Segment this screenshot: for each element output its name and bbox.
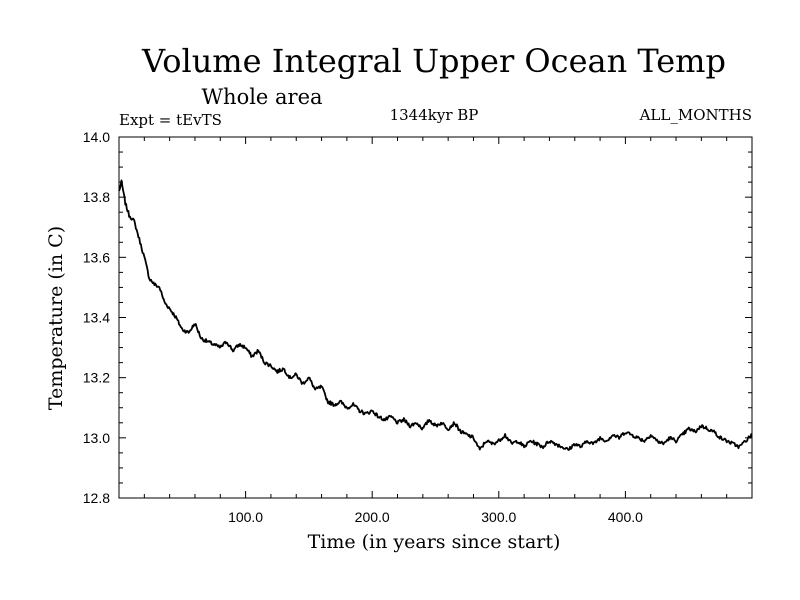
plot-frame — [118, 136, 753, 499]
x-tick-label: 400.0 — [608, 509, 643, 525]
y-tick-label: 13.8 — [83, 189, 110, 205]
experiment-label: Expt = tEvTS — [119, 111, 222, 129]
y-axis: 12.8 13.0 13.2 13.4 13.6 13.8 14.0 — [83, 129, 752, 506]
x-tick-label: 200.0 — [355, 509, 390, 525]
chart-subtitle: Whole area — [201, 85, 322, 109]
x-tick-label: 100.0 — [228, 509, 263, 525]
x-tick-label: 300.0 — [481, 509, 516, 525]
y-tick-label: 12.8 — [83, 490, 110, 506]
chart-title: Volume Integral Upper Ocean Temp — [141, 42, 726, 80]
y-axis-label: Temperature (in C) — [45, 226, 67, 410]
y-tick-label: 13.6 — [83, 249, 110, 265]
y-tick-label: 13.4 — [83, 310, 110, 326]
period-label: 1344kyr BP — [390, 106, 479, 124]
x-axis-label: Time (in years since start) — [308, 531, 561, 553]
temperature-series-line — [118, 179, 753, 451]
x-axis: 100.0 200.0 300.0 400.0 — [143, 137, 728, 525]
months-label: ALL_MONTHS — [639, 106, 752, 124]
y-tick-label: 14.0 — [83, 129, 110, 145]
y-tick-label: 13.2 — [83, 370, 110, 386]
y-tick-label: 13.0 — [83, 430, 110, 446]
